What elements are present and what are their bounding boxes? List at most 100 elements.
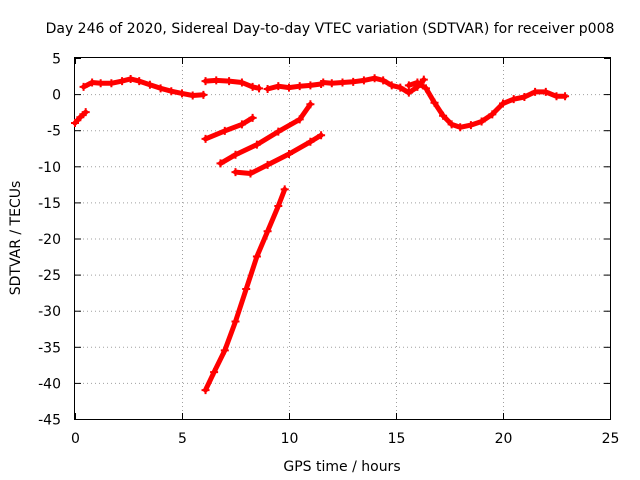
data-point (280, 185, 289, 194)
y-tick-label: 0 (52, 88, 61, 104)
data-point (107, 79, 116, 88)
data-point (456, 123, 465, 132)
data-point (561, 92, 570, 101)
x-tick-label: 20 (495, 431, 513, 447)
data-point (255, 84, 264, 93)
data-point (274, 82, 283, 91)
data-point (421, 84, 430, 93)
data-point (488, 110, 497, 119)
data-point (201, 386, 210, 395)
data-point (220, 346, 229, 355)
data-point (404, 81, 413, 90)
x-axis-label: GPS time / hours (283, 459, 400, 475)
x-tick-label: 25 (602, 431, 620, 447)
data-point (327, 79, 336, 88)
data-point (439, 111, 448, 120)
data-point (210, 368, 219, 377)
data-series (71, 74, 570, 395)
y-tick-label: -20 (38, 232, 61, 248)
data-point (248, 82, 257, 91)
x-tick-label: 10 (281, 431, 299, 447)
y-tick-label: -25 (38, 268, 61, 284)
data-point (79, 82, 88, 91)
series-arc-3 (201, 76, 264, 93)
data-point (246, 169, 255, 178)
data-point (379, 76, 388, 85)
data-point (419, 75, 428, 84)
data-point (319, 78, 328, 87)
series-arc-2 (79, 74, 208, 100)
data-point (231, 150, 240, 159)
data-point (81, 108, 90, 117)
data-point (499, 99, 507, 108)
data-point (306, 81, 315, 90)
data-point (212, 76, 221, 85)
data-point (552, 92, 561, 101)
x-tick-label: 5 (178, 431, 187, 447)
data-point (231, 168, 240, 177)
data-point (509, 95, 518, 104)
chart-title: Day 246 of 2020, Sidereal Day-to-day VTE… (46, 21, 615, 37)
data-point (447, 120, 456, 129)
data-point (201, 77, 210, 86)
series-trace (203, 115, 256, 142)
data-point (317, 131, 326, 140)
series-arc-10 (201, 185, 289, 395)
data-point (477, 117, 486, 126)
data-point (306, 100, 315, 109)
data-point (216, 159, 225, 168)
data-point (71, 118, 79, 127)
data-point (370, 74, 379, 83)
data-point (156, 84, 165, 93)
series-trace (218, 101, 313, 166)
data-point (252, 252, 261, 261)
series-arc-5 (319, 74, 428, 97)
data-point (531, 87, 540, 96)
data-point (359, 76, 368, 85)
x-tick-label: 0 (71, 431, 80, 447)
y-tick-label: 5 (52, 52, 61, 68)
data-point (220, 126, 229, 135)
data-point (145, 80, 154, 89)
data-point (404, 88, 413, 97)
data-point (248, 113, 257, 122)
data-point (76, 113, 85, 122)
plot-frame (74, 57, 611, 420)
data-point (430, 98, 439, 107)
y-tick-label: -10 (38, 160, 61, 176)
data-point (237, 120, 246, 129)
data-point (295, 115, 304, 124)
y-tick-label: -45 (38, 413, 61, 429)
series-arc-4 (263, 79, 326, 94)
y-axis-label: SDTVAR / TECUs (8, 181, 24, 296)
series-arc-9 (231, 131, 326, 178)
data-point (199, 90, 208, 99)
data-point (263, 160, 272, 169)
series-arc-8 (216, 100, 315, 168)
data-point (242, 285, 251, 294)
y-tick-label: -15 (38, 196, 61, 212)
data-point (349, 77, 358, 86)
series-arc-6 (404, 78, 570, 132)
data-point (274, 202, 283, 211)
y-tick-label: -35 (38, 340, 61, 356)
data-point (306, 137, 315, 146)
data-point (231, 317, 240, 326)
data-point (413, 78, 422, 87)
data-point (285, 83, 293, 92)
data-point (285, 150, 293, 159)
data-point (135, 77, 144, 86)
data-point (126, 74, 135, 83)
data-point (295, 82, 304, 91)
data-point (237, 78, 246, 87)
data-point (541, 87, 550, 96)
grid-lines (75, 58, 610, 419)
axes: 0 5 10 15 20 25 5 0 -5 -10 -15 -20 -25 -30 -35 -40 -45 (38, 52, 619, 448)
x-tick-label: 15 (388, 431, 406, 447)
data-point (466, 121, 475, 130)
data-point (118, 77, 127, 86)
data-point (263, 227, 272, 236)
series-arc-1 (71, 108, 90, 127)
y-tick-label: -30 (38, 304, 61, 320)
